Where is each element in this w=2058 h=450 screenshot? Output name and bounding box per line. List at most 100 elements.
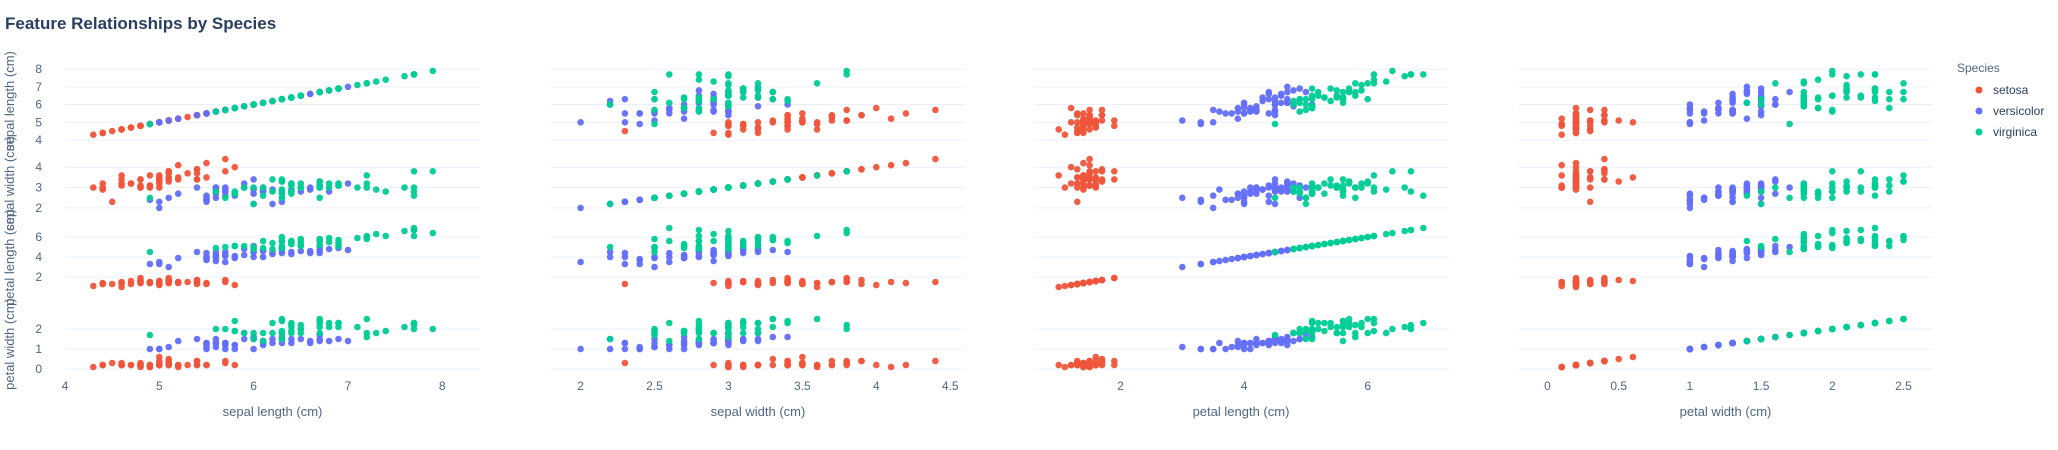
data-point-setosa — [1111, 274, 1118, 282]
x-tick-label: 0 — [1544, 379, 1551, 393]
data-point-setosa — [108, 198, 116, 206]
data-point-setosa — [739, 120, 747, 128]
legend-entry-virginica[interactable]: virginica — [1993, 125, 2037, 139]
data-point-virginica — [1886, 182, 1893, 189]
data-point-virginica — [1333, 87, 1341, 94]
data-point-virginica — [410, 319, 418, 327]
data-point-virginica — [1857, 237, 1865, 245]
data-point-setosa — [1629, 119, 1637, 126]
data-point-virginica — [1352, 321, 1359, 329]
data-point-setosa — [146, 363, 154, 371]
data-point-virginica — [695, 237, 703, 245]
data-point-virginica — [363, 315, 371, 323]
data-point-versicolor — [1743, 184, 1751, 191]
legend-entry-versicolor[interactable]: versicolor — [1993, 104, 2044, 118]
data-point-virginica — [666, 224, 673, 232]
data-point-versicolor — [203, 192, 210, 199]
data-point-setosa — [1055, 172, 1062, 179]
data-point-virginica — [1382, 329, 1390, 337]
data-point-virginica — [1871, 88, 1879, 96]
data-point-setosa — [621, 359, 629, 367]
data-point-versicolor — [621, 119, 629, 126]
ticks-layer: 4 5 6 7 8 2 3 4 2 4 6 0 1 2 4 5 6 7 8 2 2.5 3 3.5 4 4.5 2 4 6 0 0.5 1 1… — [35, 62, 1912, 393]
data-point-virginica — [1800, 233, 1808, 241]
data-point-virginica — [1339, 192, 1347, 199]
data-point-versicolor — [1277, 184, 1285, 191]
data-point-virginica — [259, 237, 267, 245]
data-point-virginica — [1786, 120, 1793, 128]
legend-entry-setosa[interactable]: setosa — [1993, 83, 2029, 97]
data-point-versicolor — [250, 190, 257, 197]
data-point-virginica — [695, 232, 703, 240]
data-point-setosa — [873, 104, 880, 112]
data-point-versicolor — [1265, 249, 1273, 257]
data-point-setosa — [1601, 274, 1608, 282]
data-point-virginica — [1321, 319, 1328, 327]
data-point-versicolor — [1743, 115, 1751, 122]
data-point-virginica — [1364, 180, 1371, 187]
y-axis-label: sepal width (cm) — [2, 136, 17, 231]
x-axis-label: sepal length (cm) — [223, 404, 323, 419]
data-point-versicolor — [1743, 254, 1751, 262]
data-point-setosa — [813, 363, 821, 371]
data-point-virginica — [335, 85, 342, 92]
data-point-virginica — [1345, 88, 1353, 96]
data-point-virginica — [250, 245, 257, 253]
data-point-versicolor — [174, 337, 182, 345]
data-point-versicolor — [250, 345, 257, 353]
data-point-versicolor — [1686, 260, 1694, 268]
data-point-versicolor — [1247, 252, 1254, 260]
data-point-versicolor — [1265, 95, 1273, 103]
data-point-versicolor — [1265, 198, 1273, 206]
data-point-virginica — [739, 237, 747, 245]
data-point-virginica — [666, 99, 673, 107]
data-point-virginica — [1333, 323, 1341, 331]
data-point-setosa — [99, 129, 106, 137]
data-point-virginica — [1786, 331, 1793, 339]
data-point-setosa — [932, 357, 939, 365]
data-point-setosa — [222, 359, 229, 367]
data-point-virginica — [1829, 241, 1836, 249]
data-point-versicolor — [1271, 176, 1279, 183]
data-point-setosa — [725, 359, 732, 367]
data-point-versicolor — [606, 345, 614, 353]
data-point-virginica — [725, 184, 732, 191]
data-point-virginica — [1327, 239, 1334, 247]
data-point-virginica — [1757, 335, 1765, 343]
y-tick-label: 4 — [35, 133, 42, 147]
data-point-versicolor — [680, 339, 688, 347]
data-point-versicolor — [156, 345, 163, 353]
data-point-setosa — [1067, 119, 1075, 126]
data-point-virginica — [739, 242, 747, 250]
data-point-setosa — [887, 161, 895, 169]
data-point-versicolor — [250, 253, 257, 261]
data-point-virginica — [1814, 243, 1822, 251]
x-tick-label: 2 — [1117, 379, 1124, 393]
data-point-virginica — [1302, 101, 1310, 108]
data-point-virginica — [1843, 85, 1850, 92]
data-point-setosa — [1067, 361, 1075, 369]
data-point-versicolor — [1302, 88, 1310, 96]
data-point-setosa — [193, 176, 201, 183]
data-point-versicolor — [1240, 110, 1248, 117]
data-point-versicolor — [1265, 341, 1273, 349]
data-point-virginica — [606, 200, 614, 208]
data-point-virginica — [335, 182, 342, 189]
data-point-versicolor — [1234, 104, 1242, 112]
data-point-virginica — [222, 106, 229, 114]
data-point-setosa — [146, 172, 154, 179]
data-point-virginica — [259, 184, 267, 191]
data-point-virginica — [1800, 242, 1808, 250]
data-point-versicolor — [1729, 106, 1736, 114]
data-point-setosa — [231, 361, 239, 369]
data-point-virginica — [651, 88, 658, 96]
data-point-setosa — [203, 280, 210, 288]
data-point-virginica — [843, 168, 850, 175]
data-point-setosa — [1092, 174, 1100, 181]
data-point-virginica — [1772, 333, 1779, 341]
data-point-virginica — [1420, 192, 1427, 199]
data-point-virginica — [695, 242, 703, 250]
data-point-setosa — [754, 279, 762, 287]
data-point-versicolor — [769, 333, 777, 341]
data-point-setosa — [137, 184, 144, 191]
